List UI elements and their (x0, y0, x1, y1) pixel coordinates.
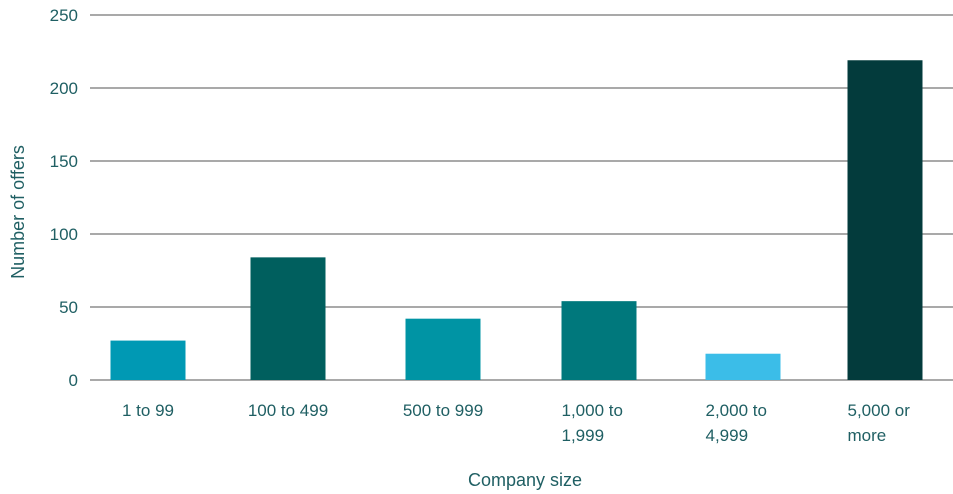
y-tick-label: 50 (59, 298, 78, 317)
y-tick-label: 100 (50, 225, 78, 244)
bar (561, 301, 637, 380)
x-tick-label: 1,000 to 1,999 (562, 401, 623, 445)
x-tick-label-line: 4,999 (706, 426, 749, 445)
gridlines (90, 14, 953, 381)
x-tick-label-line: 100 to 499 (248, 401, 328, 420)
x-tick-label-line: 2,000 to (706, 401, 767, 420)
x-tick-label-line: 1,000 to (562, 401, 623, 420)
x-tick-label: 5,000 or more (848, 401, 911, 445)
x-tick-label-line: more (848, 426, 887, 445)
bar (405, 318, 481, 380)
x-tick-label-line: 1 to 99 (122, 401, 174, 420)
bar (705, 353, 781, 380)
bars (110, 60, 923, 380)
bar (250, 257, 326, 380)
x-tick-label-line: 500 to 999 (403, 401, 483, 420)
x-tick-label-line: 5,000 or (848, 401, 911, 420)
x-tick-label: 1 to 99 (122, 401, 174, 420)
y-tick-label: 200 (50, 79, 78, 98)
x-tick-label: 100 to 499 (248, 401, 328, 420)
y-axis-title: Number of offers (8, 145, 28, 279)
y-tick-label: 250 (50, 6, 78, 25)
y-tick-label: 150 (50, 152, 78, 171)
bar (110, 340, 186, 380)
x-tick-label: 500 to 999 (403, 401, 483, 420)
x-axis-ticks: 1 to 99 100 to 499 500 to 999 1,000 to 1,999… (122, 401, 910, 445)
y-tick-label: 0 (69, 371, 78, 390)
bar (847, 60, 923, 380)
x-tick-label-line: 1,999 (562, 426, 605, 445)
x-axis-title: Company size (468, 470, 582, 490)
x-tick-label: 2,000 to 4,999 (706, 401, 767, 445)
y-axis-ticks: 0 50 100 150 200 250 (50, 6, 78, 390)
